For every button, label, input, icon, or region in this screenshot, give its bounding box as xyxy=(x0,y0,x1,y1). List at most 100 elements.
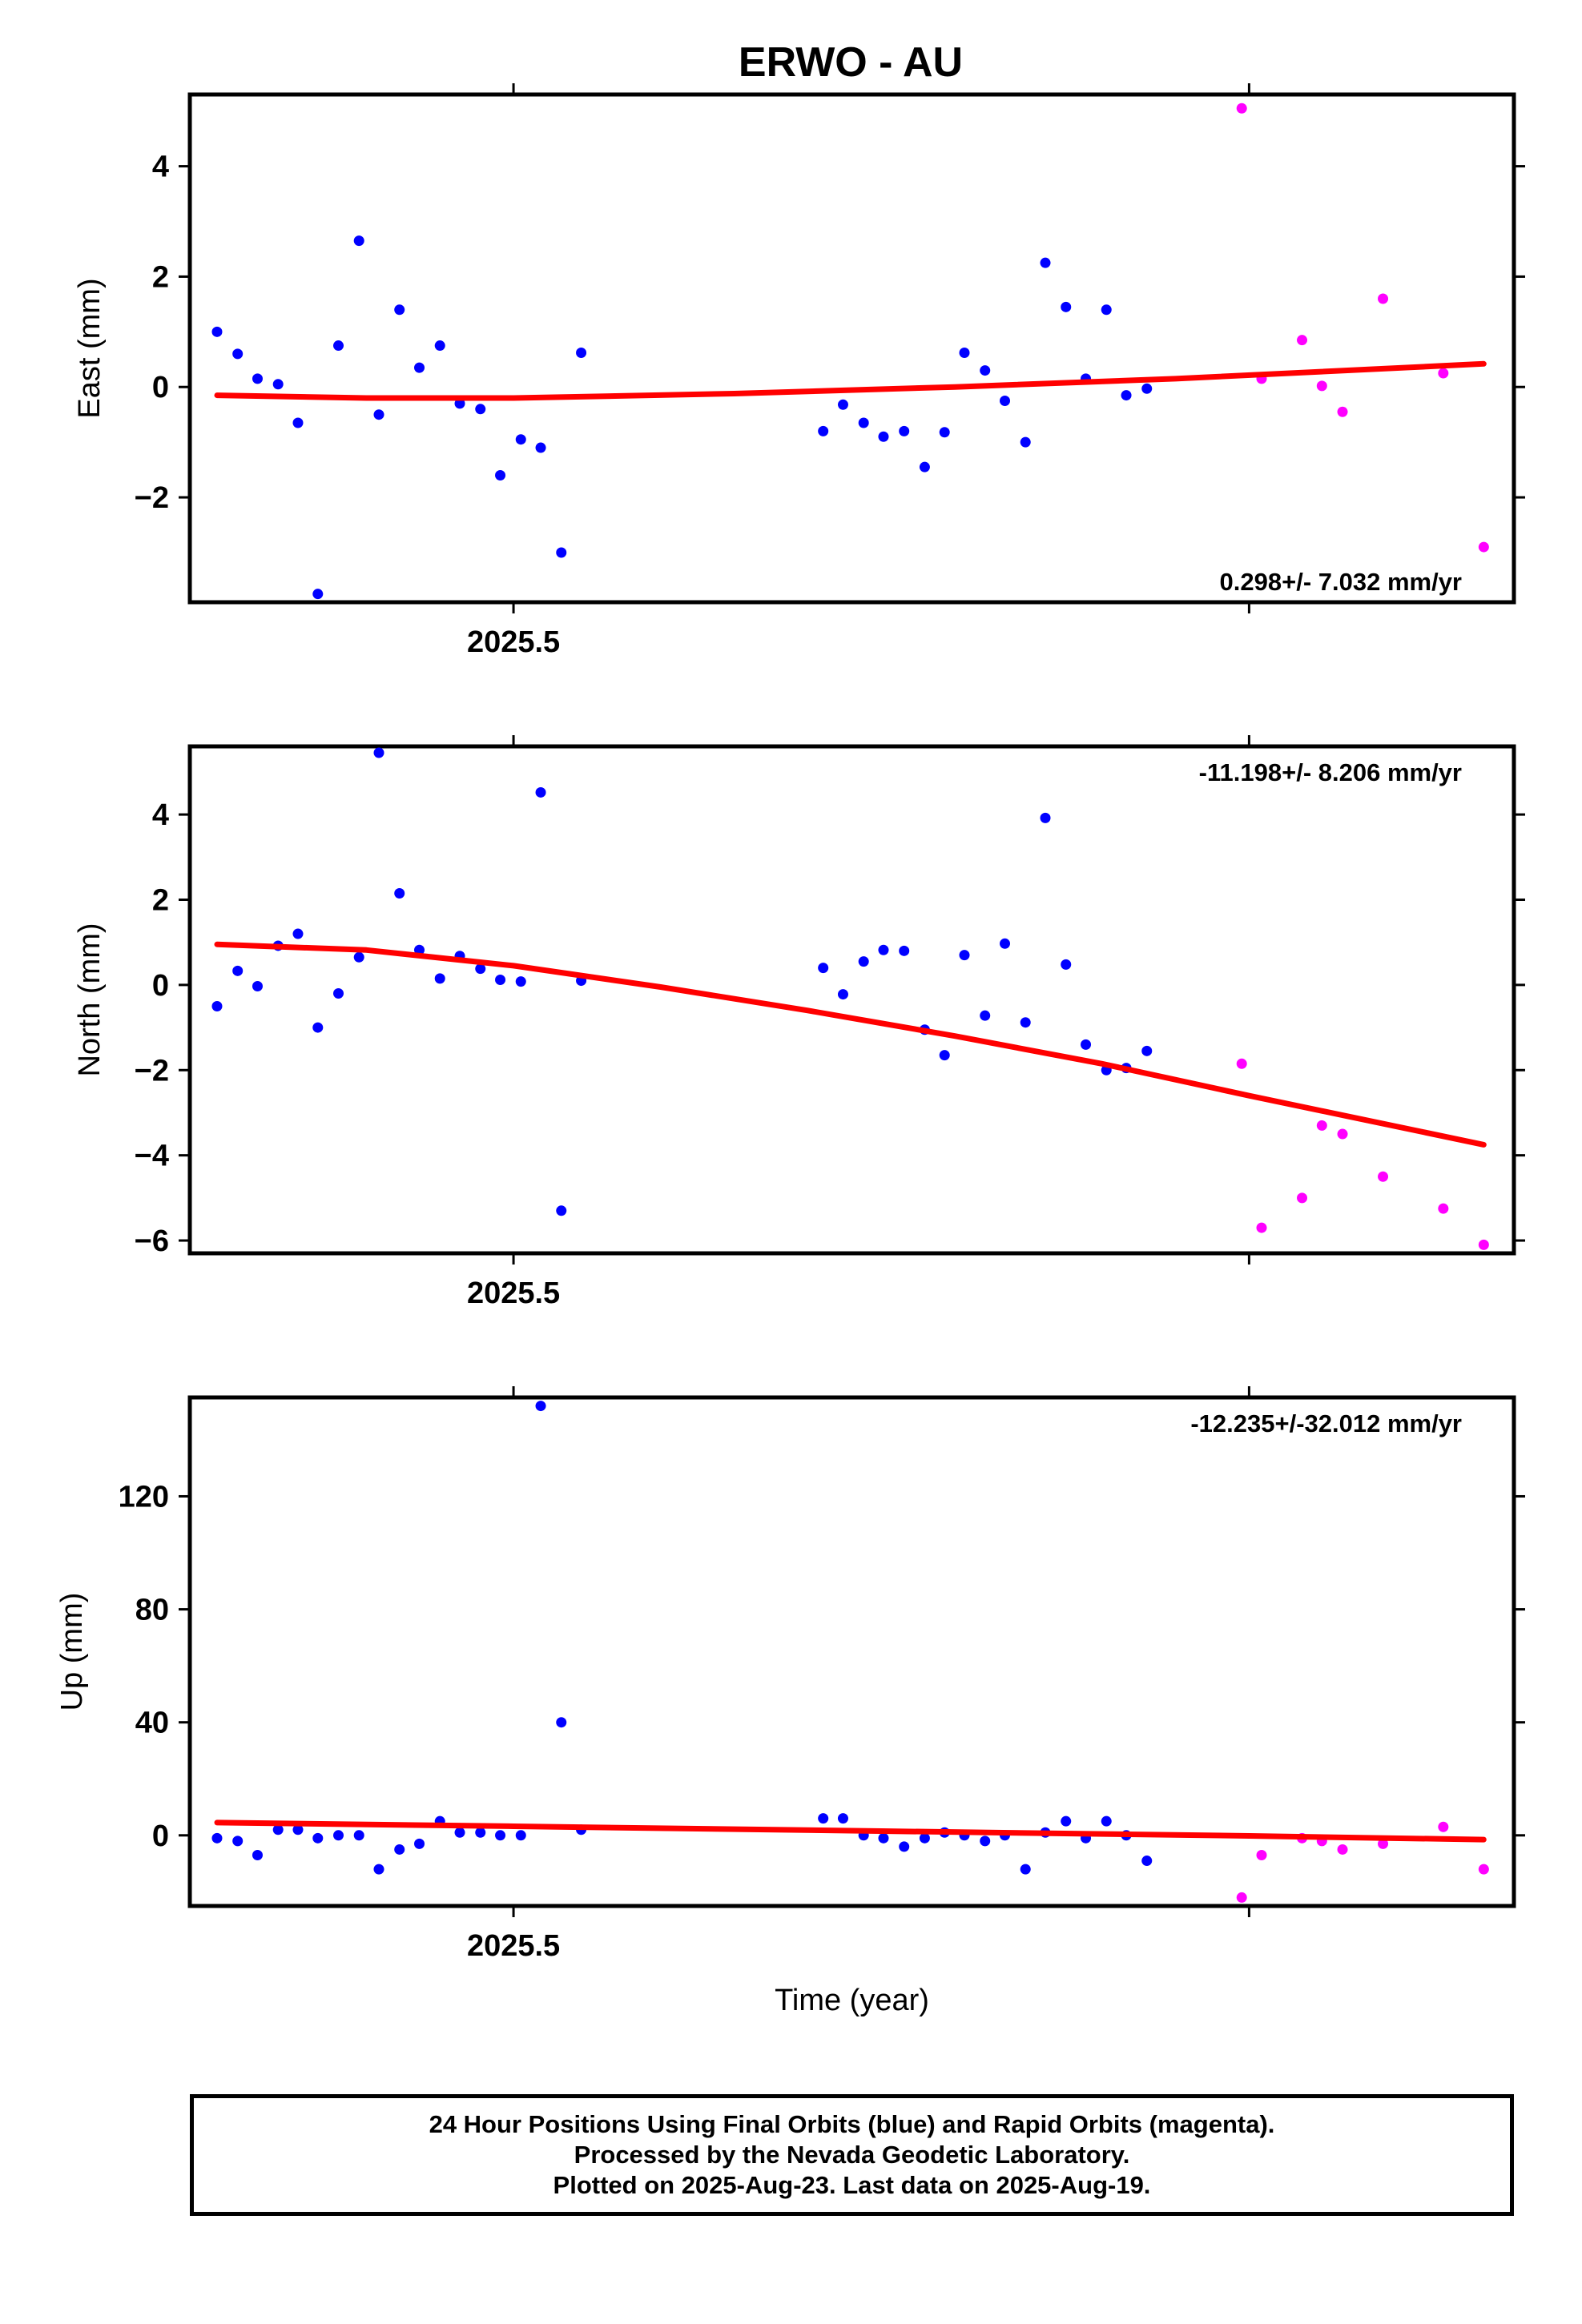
x-tick-label: 2025.5 xyxy=(467,1277,560,1310)
final-orbit-point xyxy=(312,589,324,600)
final-orbit-point xyxy=(556,1205,567,1216)
final-orbit-point xyxy=(211,326,223,337)
rapid-orbit-point xyxy=(1337,1128,1348,1140)
final-orbit-point xyxy=(1020,1864,1031,1875)
final-orbit-point xyxy=(272,1824,284,1835)
final-orbit-point xyxy=(576,348,587,359)
final-orbit-point xyxy=(1020,436,1031,448)
final-orbit-point xyxy=(1141,1045,1153,1056)
rapid-orbit-point xyxy=(1378,1838,1389,1849)
plot-frame xyxy=(187,744,1516,1256)
final-orbit-point xyxy=(333,1830,344,1841)
final-orbit-point xyxy=(1121,390,1132,401)
y-tick-label: 0 xyxy=(152,371,169,404)
final-orbit-point xyxy=(495,1830,506,1841)
final-orbit-point xyxy=(394,304,405,316)
footer-line-1: 24 Hour Positions Using Final Orbits (bl… xyxy=(429,2110,1275,2138)
rapid-orbit-point xyxy=(1256,1850,1267,1860)
final-orbit-point xyxy=(454,398,465,409)
y-tick-label: 120 xyxy=(119,1480,169,1514)
footer-line-3: Plotted on 2025-Aug-23. Last data on 202… xyxy=(553,2171,1151,2199)
rate-label: 0.298+/- 7.032 mm/yr xyxy=(1220,568,1462,596)
final-orbit-point xyxy=(818,1813,829,1824)
final-orbit-point xyxy=(1040,812,1051,823)
final-orbit-point xyxy=(818,963,829,974)
final-orbit-point xyxy=(475,963,486,975)
final-orbit-point xyxy=(394,1844,405,1855)
final-orbit-point xyxy=(556,1717,567,1728)
x-tick-label: 2025.5 xyxy=(467,625,560,659)
final-orbit-point xyxy=(1101,1815,1112,1827)
y-tick-label: 40 xyxy=(135,1707,169,1740)
final-orbit-point xyxy=(495,974,506,985)
y-tick-label: −2 xyxy=(135,1054,169,1088)
final-orbit-point xyxy=(373,409,384,420)
rapid-orbit-point xyxy=(1438,1821,1449,1832)
final-orbit-point xyxy=(292,417,304,428)
page-title: ERWO - AU xyxy=(739,39,963,86)
trend-fit-line xyxy=(214,941,1487,1148)
y-tick-label: −4 xyxy=(135,1140,169,1173)
y-tick-label: 4 xyxy=(152,151,169,184)
final-orbit-point xyxy=(980,1835,991,1847)
y-tick-label: 4 xyxy=(152,798,169,832)
final-orbit-point xyxy=(232,348,244,360)
final-orbit-point xyxy=(818,425,829,436)
final-orbit-point xyxy=(1141,1856,1153,1867)
final-orbit-point xyxy=(959,950,970,961)
y-tick-label: 2 xyxy=(152,883,169,917)
final-orbit-point xyxy=(434,340,445,352)
final-orbit-point xyxy=(475,404,486,415)
final-orbit-point xyxy=(515,434,526,445)
final-orbit-point xyxy=(535,786,546,798)
final-orbit-point xyxy=(535,442,546,453)
final-orbit-point xyxy=(919,461,930,472)
rapid-orbit-point xyxy=(1236,1892,1247,1903)
final-orbit-point xyxy=(899,1841,910,1852)
rapid-orbit-point xyxy=(1478,1239,1489,1250)
y-tick-label: 0 xyxy=(152,1819,169,1853)
final-orbit-point xyxy=(312,1832,324,1844)
final-orbit-point xyxy=(1101,304,1112,316)
footer-info-box: 24 Hour Positions Using Final Orbits (bl… xyxy=(190,2094,1514,2216)
final-orbit-point xyxy=(454,1827,465,1838)
y-axis-label: East (mm) xyxy=(73,278,107,418)
final-orbit-point xyxy=(1020,1017,1031,1028)
rapid-orbit-point xyxy=(1337,1844,1348,1855)
final-orbit-point xyxy=(556,547,567,558)
final-orbit-point xyxy=(292,928,304,939)
final-orbit-point xyxy=(1061,301,1072,312)
final-orbit-point xyxy=(333,340,344,352)
rate-label: -11.198+/- 8.206 mm/yr xyxy=(1199,758,1462,786)
final-orbit-point xyxy=(837,1813,848,1824)
y-tick-label: 80 xyxy=(135,1594,169,1627)
final-orbit-point xyxy=(939,1050,950,1061)
final-orbit-point xyxy=(252,373,263,384)
final-orbit-point xyxy=(1061,959,1072,970)
rapid-orbit-point xyxy=(1478,1864,1489,1875)
rate-label: -12.235+/-32.012 mm/yr xyxy=(1190,1409,1462,1437)
final-orbit-point xyxy=(858,417,869,428)
y-tick-label: −2 xyxy=(135,481,169,515)
final-orbit-point xyxy=(394,888,405,899)
panel-3: 0 40 80 120 2025.5 Up (mm) Time (year) -12.235+… xyxy=(55,1386,1525,2017)
final-orbit-point xyxy=(232,1835,244,1847)
rapid-orbit-point xyxy=(1438,1203,1449,1214)
final-orbit-point xyxy=(211,1000,223,1011)
rapid-orbit-point xyxy=(1438,368,1449,379)
final-orbit-point xyxy=(292,1824,304,1835)
rapid-orbit-point xyxy=(1297,335,1308,346)
plot-frame xyxy=(187,1395,1516,1908)
rapid-orbit-point xyxy=(1256,1222,1267,1233)
rapid-orbit-point xyxy=(1378,1171,1389,1182)
final-orbit-point xyxy=(1000,938,1011,949)
x-axis-label: Time (year) xyxy=(775,1984,929,2017)
final-orbit-point xyxy=(434,973,445,984)
x-tick-label: 2025.5 xyxy=(467,1929,560,1963)
rapid-orbit-point xyxy=(1337,406,1348,417)
panel-1: −2 0 2 4 2025.5 East (mm) 0.298+/- 7.032 mm/yr xyxy=(73,83,1525,659)
final-orbit-point xyxy=(1000,395,1011,406)
final-orbit-point xyxy=(939,427,950,438)
final-orbit-point xyxy=(252,1850,263,1860)
rapid-orbit-point xyxy=(1478,541,1489,553)
